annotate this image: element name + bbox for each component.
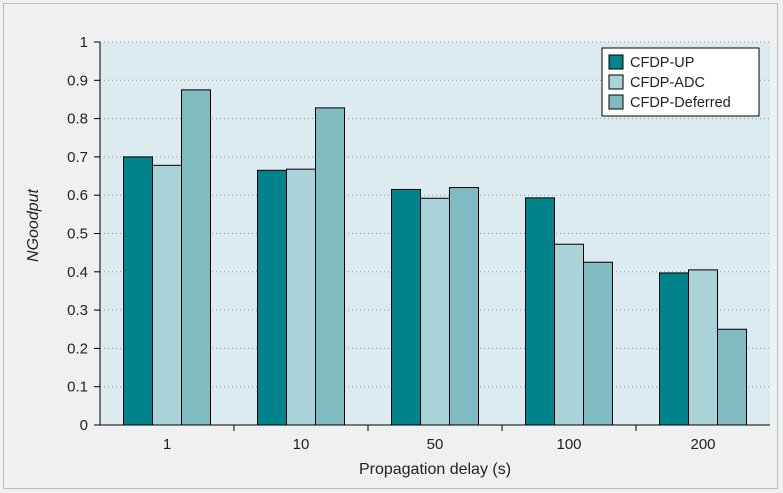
y-tick-label: 1 (80, 34, 88, 51)
axes (94, 41, 770, 431)
bar-cfdp-adc-10 (286, 168, 316, 426)
y-tick-labels: 0 0.1 0.2 0.3 0.4 0.5 0.6 0.7 0.8 0.9 1 (67, 34, 88, 434)
y-tick-label: 0.6 (67, 187, 88, 204)
legend: CFDP-UP CFDP-ADC CFDP-Deferred (601, 47, 760, 117)
y-tick-label: 0.7 (67, 149, 88, 166)
bar-cfdp-deferred-1 (181, 89, 211, 426)
bar-cfdp-up-10 (257, 169, 287, 426)
x-tick-label: 200 (690, 436, 715, 453)
bar-cfdp-deferred-50 (449, 187, 479, 426)
bar-cfdp-adc-200 (688, 269, 718, 426)
legend-swatch-cfdp-up (608, 54, 624, 70)
bar-cfdp-deferred-100 (583, 261, 613, 426)
x-tick-label: 100 (556, 436, 581, 453)
bar-cfdp-adc-50 (420, 197, 450, 426)
bar-cfdp-up-50 (391, 188, 421, 426)
legend-label-cfdp-adc: CFDP-ADC (630, 75, 705, 91)
x-tick-label: 10 (293, 436, 310, 453)
x-axis-label: Propagation delay (s) (359, 461, 511, 478)
y-tick-label: 0 (80, 417, 88, 434)
bar-chart: 0 0.1 0.2 0.3 0.4 0.5 0.6 0.7 0.8 0.9 1 1 10 50 100 20… (25, 34, 770, 478)
legend-swatch-cfdp-deferred (608, 94, 624, 110)
bar-cfdp-adc-100 (554, 243, 584, 426)
legend-box (601, 47, 760, 117)
bar-cfdp-deferred-10 (315, 107, 345, 426)
bars (123, 89, 747, 426)
bar-cfdp-up-1 (123, 156, 153, 426)
y-tick-label: 0.5 (67, 226, 88, 243)
x-tick-label: 1 (163, 436, 171, 453)
legend-swatch-cfdp-adc (608, 74, 624, 90)
y-tick-label: 0.1 (67, 379, 88, 396)
y-tick-label: 0.4 (67, 264, 88, 281)
bar-cfdp-up-100 (525, 197, 555, 426)
bar-cfdp-deferred-200 (717, 328, 747, 426)
y-tick-label: 0.2 (67, 340, 88, 357)
bar-cfdp-up-200 (659, 272, 689, 426)
x-tick-label: 50 (427, 436, 444, 453)
chart-figure: 0 0.1 0.2 0.3 0.4 0.5 0.6 0.7 0.8 0.9 1 1 10 50 100 20… (3, 3, 778, 489)
y-tick-label: 0.9 (67, 72, 88, 89)
y-tick-label: 0.3 (67, 302, 88, 319)
y-axis-label: NGoodput (25, 188, 42, 261)
y-tick-label: 0.8 (67, 111, 88, 128)
bar-cfdp-adc-1 (152, 164, 182, 426)
x-tick-labels: 1 10 50 100 200 (163, 436, 716, 453)
legend-label-cfdp-deferred: CFDP-Deferred (630, 95, 731, 111)
legend-label-cfdp-up: CFDP-UP (630, 55, 694, 71)
